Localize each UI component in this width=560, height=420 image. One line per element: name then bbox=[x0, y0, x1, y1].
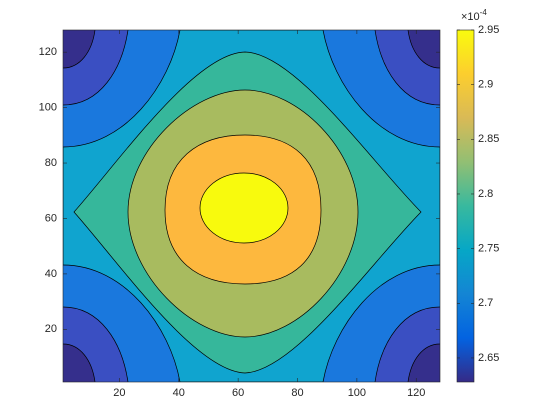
multiplier-base: ×10 bbox=[461, 11, 480, 23]
y-tick-label: 120 bbox=[39, 46, 57, 58]
colorbar-tick-label: 2.75 bbox=[478, 243, 499, 255]
corner-bottom-left bbox=[63, 264, 181, 382]
multiplier-exponent: -4 bbox=[480, 8, 488, 17]
contour-band bbox=[199, 172, 289, 244]
colorbar-tick-label: 2.8 bbox=[478, 188, 493, 200]
x-tick-label: 120 bbox=[407, 387, 425, 399]
y-tick-label: 20 bbox=[45, 323, 57, 335]
x-tick-label: 20 bbox=[113, 387, 125, 399]
corner-bottom-right bbox=[322, 264, 440, 382]
colorbar-tick-label: 2.7 bbox=[478, 297, 493, 309]
colorbar-tick-label: 2.9 bbox=[478, 79, 493, 91]
y-tick-label: 40 bbox=[45, 268, 57, 280]
x-tick-label: 100 bbox=[348, 387, 366, 399]
contour-plot bbox=[63, 30, 440, 382]
colorbar bbox=[456, 29, 475, 383]
corner-top-left bbox=[63, 30, 181, 148]
colorbar-tick-label: 2.65 bbox=[478, 352, 499, 364]
colorbar-multiplier: ×10-4 bbox=[461, 8, 487, 23]
axes-box bbox=[62, 29, 441, 383]
colorbar-tick-label: 2.85 bbox=[478, 133, 499, 145]
x-tick-label: 80 bbox=[291, 387, 303, 399]
y-tick-label: 100 bbox=[39, 102, 57, 114]
x-tick-label: 60 bbox=[232, 387, 244, 399]
colorbar-tick-label: 2.95 bbox=[478, 24, 499, 36]
y-tick-label: 80 bbox=[45, 157, 57, 169]
y-tick-label: 60 bbox=[45, 212, 57, 224]
x-tick-label: 40 bbox=[173, 387, 185, 399]
